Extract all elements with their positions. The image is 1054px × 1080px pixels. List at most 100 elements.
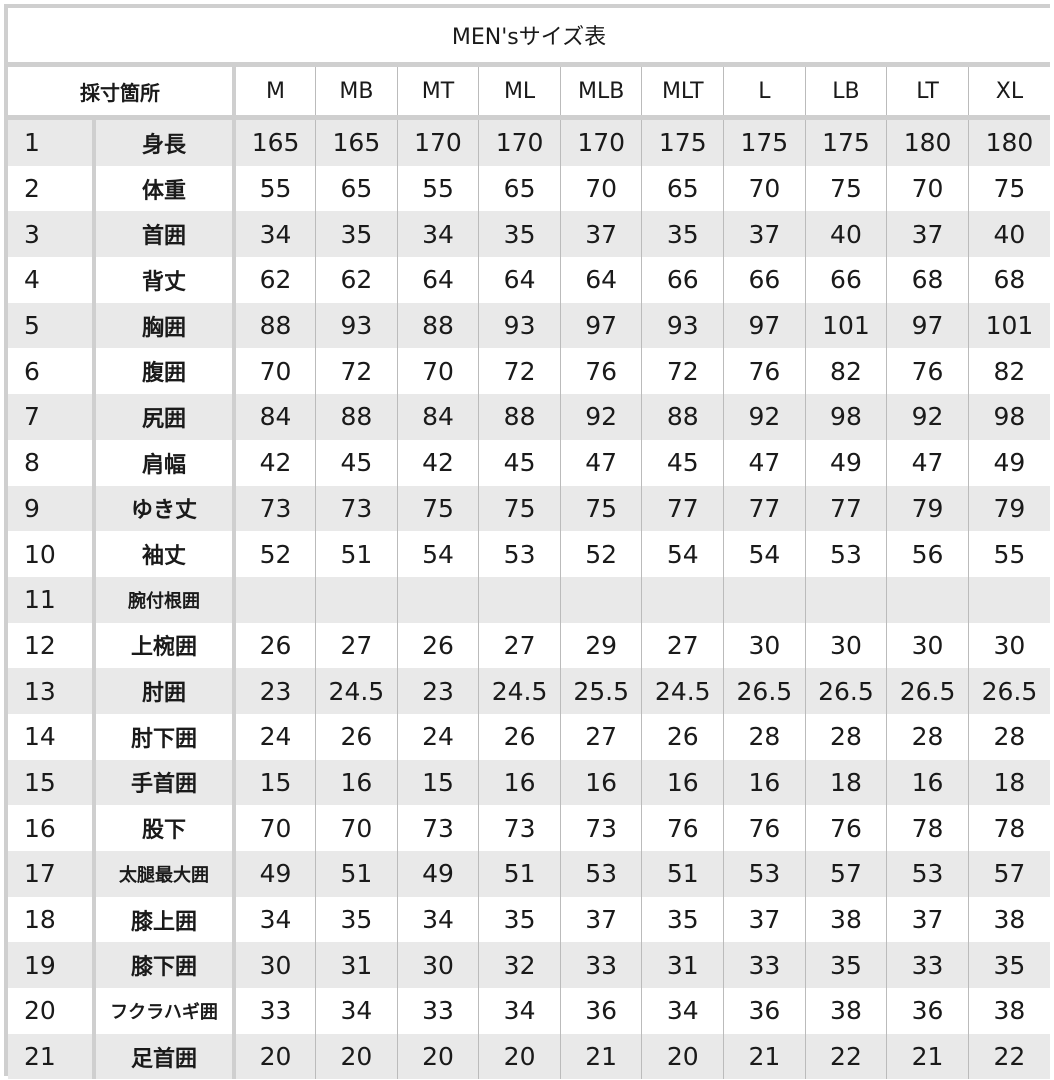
value-cell: 76 xyxy=(723,348,806,395)
value-cell: 28 xyxy=(967,713,1050,760)
value-cell: 40 xyxy=(967,211,1050,258)
value-cell: 27 xyxy=(559,713,642,760)
value-cell: 33 xyxy=(723,942,806,989)
value-cell: 75 xyxy=(559,485,642,532)
value-cell: 98 xyxy=(967,394,1050,440)
value-cell: 75 xyxy=(967,165,1050,212)
value-cell: 15 xyxy=(233,759,316,806)
row-number: 8 xyxy=(8,439,96,486)
value-cell: 30 xyxy=(967,622,1050,669)
value-cell: 37 xyxy=(559,211,642,258)
value-cell: 27 xyxy=(478,622,561,669)
value-cell: 88 xyxy=(396,302,479,349)
value-cell: 97 xyxy=(559,302,642,349)
value-cell: 49 xyxy=(396,851,479,897)
value-cell: 20 xyxy=(641,1033,724,1080)
value-cell xyxy=(559,576,642,623)
value-cell: 20 xyxy=(315,1033,398,1080)
value-cell: 66 xyxy=(641,257,724,303)
measurement-name: 股下 xyxy=(94,805,236,851)
value-cell: 54 xyxy=(723,531,806,577)
value-cell: 37 xyxy=(886,896,969,943)
table-row: 15 手首囲 15 16 15 16 16 16 16 18 16 18 xyxy=(8,759,1050,806)
row-number: 12 xyxy=(8,622,96,669)
value-cell: 93 xyxy=(641,302,724,349)
value-cell: 75 xyxy=(396,485,479,532)
table-row: 9 ゆき丈 73 73 75 75 75 77 77 77 79 79 xyxy=(8,485,1050,532)
value-cell: 31 xyxy=(315,942,398,989)
row-number: 21 xyxy=(8,1033,96,1080)
value-cell: 30 xyxy=(804,622,887,669)
value-cell: 34 xyxy=(233,896,316,943)
value-cell: 26.5 xyxy=(886,668,969,714)
value-cell: 101 xyxy=(967,302,1050,349)
value-cell: 35 xyxy=(641,211,724,258)
value-cell: 42 xyxy=(396,439,479,486)
value-cell: 49 xyxy=(804,439,887,486)
value-cell: 53 xyxy=(804,531,887,577)
table-row: 18 膝上囲 34 35 34 35 37 35 37 38 37 38 xyxy=(8,896,1050,943)
value-cell: 70 xyxy=(315,805,398,851)
value-cell: 73 xyxy=(396,805,479,851)
row-number: 10 xyxy=(8,531,96,577)
value-cell: 38 xyxy=(967,896,1050,943)
value-cell: 45 xyxy=(478,439,561,486)
row-number: 17 xyxy=(8,851,96,897)
value-cell: 76 xyxy=(886,348,969,395)
value-cell: 64 xyxy=(478,257,561,303)
value-cell xyxy=(315,576,398,623)
value-cell: 54 xyxy=(641,531,724,577)
value-cell: 23 xyxy=(233,668,316,714)
value-cell: 28 xyxy=(804,713,887,760)
value-cell: 92 xyxy=(886,394,969,440)
row-number: 7 xyxy=(8,394,96,440)
header-row: 採寸箇所 M MB MT ML MLB MLT L LB LT XL xyxy=(8,67,1050,120)
value-cell xyxy=(641,576,724,623)
table-row: 16 股下 70 70 73 73 73 76 76 76 78 78 xyxy=(8,805,1050,851)
table-row: 7 尻囲 84 88 84 88 92 88 92 98 92 98 xyxy=(8,394,1050,440)
value-cell: 55 xyxy=(233,165,316,212)
value-cell: 27 xyxy=(641,622,724,669)
value-cell: 20 xyxy=(233,1033,316,1080)
value-cell: 26.5 xyxy=(804,668,887,714)
value-cell: 24 xyxy=(396,713,479,760)
value-cell: 165 xyxy=(315,117,398,166)
value-cell: 35 xyxy=(478,896,561,943)
value-cell: 35 xyxy=(967,942,1050,989)
value-cell: 180 xyxy=(886,117,969,166)
value-cell: 68 xyxy=(886,257,969,303)
value-cell: 175 xyxy=(641,117,724,166)
table-row: 1 身長 165 165 170 170 170 175 175 175 180 180 xyxy=(8,117,1050,166)
size-header-m: M xyxy=(233,67,316,120)
value-cell: 88 xyxy=(233,302,316,349)
value-cell: 24.5 xyxy=(478,668,561,714)
value-cell: 47 xyxy=(886,439,969,486)
row-number: 11 xyxy=(8,576,96,623)
measurement-name: 腕付根囲 xyxy=(94,576,236,623)
value-cell: 22 xyxy=(804,1033,887,1080)
value-cell: 68 xyxy=(967,257,1050,303)
size-header-mb: MB xyxy=(315,67,398,120)
value-cell: 45 xyxy=(641,439,724,486)
value-cell: 98 xyxy=(804,394,887,440)
value-cell: 72 xyxy=(478,348,561,395)
value-cell: 38 xyxy=(804,988,887,1034)
value-cell xyxy=(804,576,887,623)
table-row: 14 肘下囲 24 26 24 26 27 26 28 28 28 28 xyxy=(8,713,1050,760)
value-cell: 34 xyxy=(641,988,724,1034)
value-cell: 79 xyxy=(967,485,1050,532)
row-number: 16 xyxy=(8,805,96,851)
table-row: 3 首囲 34 35 34 35 37 35 37 40 37 40 xyxy=(8,211,1050,258)
value-cell: 33 xyxy=(886,942,969,989)
value-cell: 65 xyxy=(641,165,724,212)
value-cell: 34 xyxy=(396,211,479,258)
value-cell: 33 xyxy=(396,988,479,1034)
value-cell: 30 xyxy=(233,942,316,989)
value-cell: 62 xyxy=(315,257,398,303)
value-cell: 97 xyxy=(723,302,806,349)
value-cell: 20 xyxy=(396,1033,479,1080)
value-cell: 29 xyxy=(559,622,642,669)
value-cell: 16 xyxy=(315,759,398,806)
measurement-name: 肘下囲 xyxy=(94,713,236,760)
value-cell: 88 xyxy=(641,394,724,440)
